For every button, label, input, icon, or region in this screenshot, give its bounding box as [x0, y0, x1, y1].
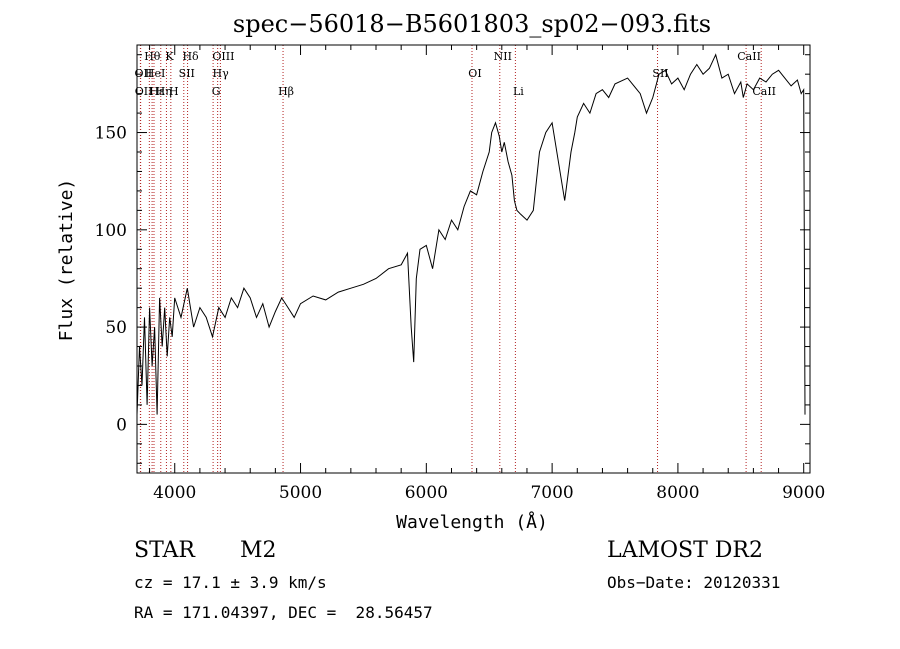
line-marker-label: OI: [468, 67, 481, 80]
x-tick-label: 6000: [405, 483, 448, 503]
spectral-line-markers: [139, 45, 762, 473]
x-axis-label: Wavelength (Å): [396, 511, 548, 533]
redshift-cz: cz = 17.1 ± 3.9 km/s: [134, 573, 327, 592]
y-tick-label: 150: [95, 124, 127, 144]
line-marker-label: OII: [135, 67, 153, 80]
x-tick-label: 8000: [656, 483, 699, 503]
object-subclass: M2: [240, 538, 277, 563]
y-tick-label: 100: [95, 221, 127, 241]
line-marker-label: Hγ: [213, 67, 230, 80]
line-marker-label: Li: [513, 85, 524, 98]
line-marker-label: OIII: [212, 50, 234, 63]
line-marker-label: NII: [494, 50, 512, 63]
line-marker-label: Hε: [149, 85, 165, 98]
coordinates: RA = 171.04397, DEC = 28.56457: [134, 603, 433, 622]
x-tick-label: 5000: [279, 483, 322, 503]
plot-frame: [136, 44, 811, 474]
line-marker-label: H: [169, 85, 179, 98]
x-tick-label: 7000: [530, 483, 573, 503]
line-marker-label: K: [165, 50, 174, 63]
line-marker-label: SII: [179, 67, 195, 80]
y-tick-label: 50: [105, 318, 127, 338]
obs-date: Obs−Date: 20120331: [607, 573, 781, 592]
object-class: STAR: [134, 538, 195, 563]
y-axis-ticks: 0 50 100 150: [95, 54, 810, 464]
line-marker-label: CaII: [752, 85, 776, 98]
line-marker-label: Hη: [156, 85, 172, 98]
y-tick-label: 0: [116, 415, 127, 435]
line-marker-label: Hθ: [144, 50, 161, 63]
line-marker-label: Hδ: [182, 50, 199, 63]
line-marker-label: CaII: [737, 50, 761, 63]
chart-title: spec−56018−B5601803_sp02−093.fits: [233, 10, 711, 38]
line-marker-label: HeI: [145, 67, 165, 80]
x-axis-ticks: 4000 5000 6000 7000 8000 9000: [149, 45, 825, 503]
line-marker-label: Hβ: [278, 85, 294, 98]
survey-name: LAMOST DR2: [607, 538, 763, 563]
line-marker-label: G: [212, 85, 221, 98]
x-tick-label: 9000: [782, 483, 825, 503]
spectrum-line: [136, 53, 806, 415]
x-tick-label: 4000: [153, 483, 196, 503]
y-axis-label: Flux (relative): [56, 179, 77, 342]
line-marker-label: OII: [135, 85, 153, 98]
